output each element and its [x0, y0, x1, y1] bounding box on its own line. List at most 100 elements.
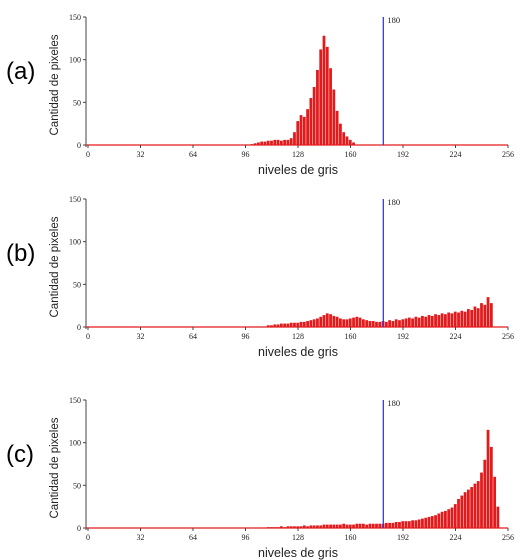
histogram-bar [398, 522, 401, 528]
histogram-bar [348, 139, 352, 145]
histogram-bar [384, 321, 388, 327]
histogram-bar [453, 311, 457, 327]
histogram-bar [427, 315, 431, 327]
histogram-panel-c: (c) Cantidad de pixeles 0 50 100 150 0 32 64 96 12… [6, 396, 514, 560]
histogram-bar [489, 303, 493, 327]
histogram-bar [444, 314, 447, 327]
histogram-bar [316, 525, 319, 528]
histogram-bar [283, 323, 287, 327]
histogram-bar [473, 306, 477, 327]
histogram-bar [476, 481, 480, 528]
histogram-bar [316, 69, 319, 145]
histogram-bar [378, 321, 382, 327]
histogram-bar [253, 143, 257, 145]
histogram-bar [325, 313, 329, 327]
histogram-bar [286, 526, 290, 528]
x-tick-label: 160 [345, 150, 357, 159]
histogram-bar [421, 315, 424, 327]
histogram-bar [289, 526, 293, 528]
histogram-bar [266, 325, 270, 327]
y-tick-label: 100 [69, 439, 81, 448]
histogram-bar [414, 316, 418, 327]
histogram-bar [434, 515, 437, 528]
histogram-bar [279, 323, 283, 327]
histogram-bar [335, 110, 339, 145]
histogram-bar [309, 525, 313, 528]
x-tick-label: 128 [292, 533, 304, 542]
histogram-bar [358, 523, 362, 528]
histogram-bar [430, 516, 434, 528]
histogram-bar [407, 521, 411, 528]
x-tick-label: 160 [345, 332, 357, 341]
histogram-bar [437, 315, 441, 327]
histogram-bar [447, 312, 451, 327]
histogram-bar [391, 522, 395, 528]
y-tick-label: 50 [73, 280, 81, 289]
y-axis-label: Cantidad de pixeles [49, 417, 61, 518]
y-tick-label: 150 [69, 195, 81, 204]
histogram-panel-a: (a) Cantidad de pixeles 0 50 100 150 0 32 64 96 12… [6, 13, 514, 177]
histogram-bar [411, 520, 414, 528]
histogram-bar [388, 522, 392, 528]
panel-label: (c) [6, 441, 34, 468]
x-tick-label: 192 [397, 533, 409, 542]
histogram-bar [384, 522, 388, 528]
histogram-bar [394, 319, 398, 327]
histogram-bar [453, 504, 457, 528]
histogram-bar [329, 524, 332, 528]
histogram-bar [450, 507, 454, 528]
y-tick-label: 50 [73, 98, 81, 107]
x-tick-label: 64 [189, 533, 197, 542]
histogram-bar [463, 492, 467, 528]
histogram-bar [279, 526, 283, 528]
y-axis-label: Cantidad de pixeles [49, 216, 61, 317]
histogram-bar [299, 526, 303, 528]
histogram-bar [365, 524, 369, 528]
histogram-bar [368, 321, 372, 327]
histogram-bar [460, 310, 464, 327]
histogram-bar [302, 525, 306, 528]
x-tick-label: 224 [450, 332, 462, 341]
histogram-bar [450, 313, 454, 327]
y-tick-label: 150 [69, 396, 81, 405]
histogram-bar [325, 524, 329, 528]
histogram-bar [434, 314, 437, 327]
x-tick-label: 32 [137, 533, 145, 542]
histogram-bar [342, 523, 346, 528]
histogram-bar [466, 489, 470, 528]
histogram-bar [480, 472, 483, 528]
histogram-bar [335, 524, 339, 528]
histogram-bar [348, 318, 352, 327]
histogram-bar [260, 141, 264, 145]
histogram-bar [466, 309, 470, 327]
x-tick-label: 160 [345, 533, 357, 542]
histogram-bar [368, 523, 372, 528]
histogram-bar [299, 115, 303, 145]
histogram-bar [293, 322, 296, 327]
x-tick-label: 0 [86, 150, 90, 159]
histogram-bar [296, 322, 300, 327]
histogram-bar [486, 297, 490, 327]
histogram-bar [437, 513, 441, 528]
y-tick-label: 0 [77, 323, 81, 332]
histogram-bar [312, 525, 316, 528]
histogram-bar [444, 510, 447, 528]
threshold-label: 180 [387, 197, 400, 207]
histogram-bar [470, 309, 474, 327]
histogram-bar [316, 318, 319, 327]
histogram-bar [312, 86, 316, 145]
histogram-bar [263, 141, 267, 145]
histogram-bar [470, 487, 474, 528]
histogram-bar [276, 139, 280, 145]
histogram-bar [325, 46, 329, 145]
x-tick-label: 96 [242, 533, 250, 542]
x-tick-label: 192 [397, 150, 409, 159]
histogram-bar [296, 526, 300, 528]
histogram-bar [342, 132, 346, 145]
histogram-bar [378, 523, 382, 528]
histogram-bar [430, 315, 434, 327]
x-axis-label: niveles de gris [258, 163, 338, 177]
x-tick-label: 256 [502, 533, 514, 542]
histogram-bar [319, 49, 323, 145]
